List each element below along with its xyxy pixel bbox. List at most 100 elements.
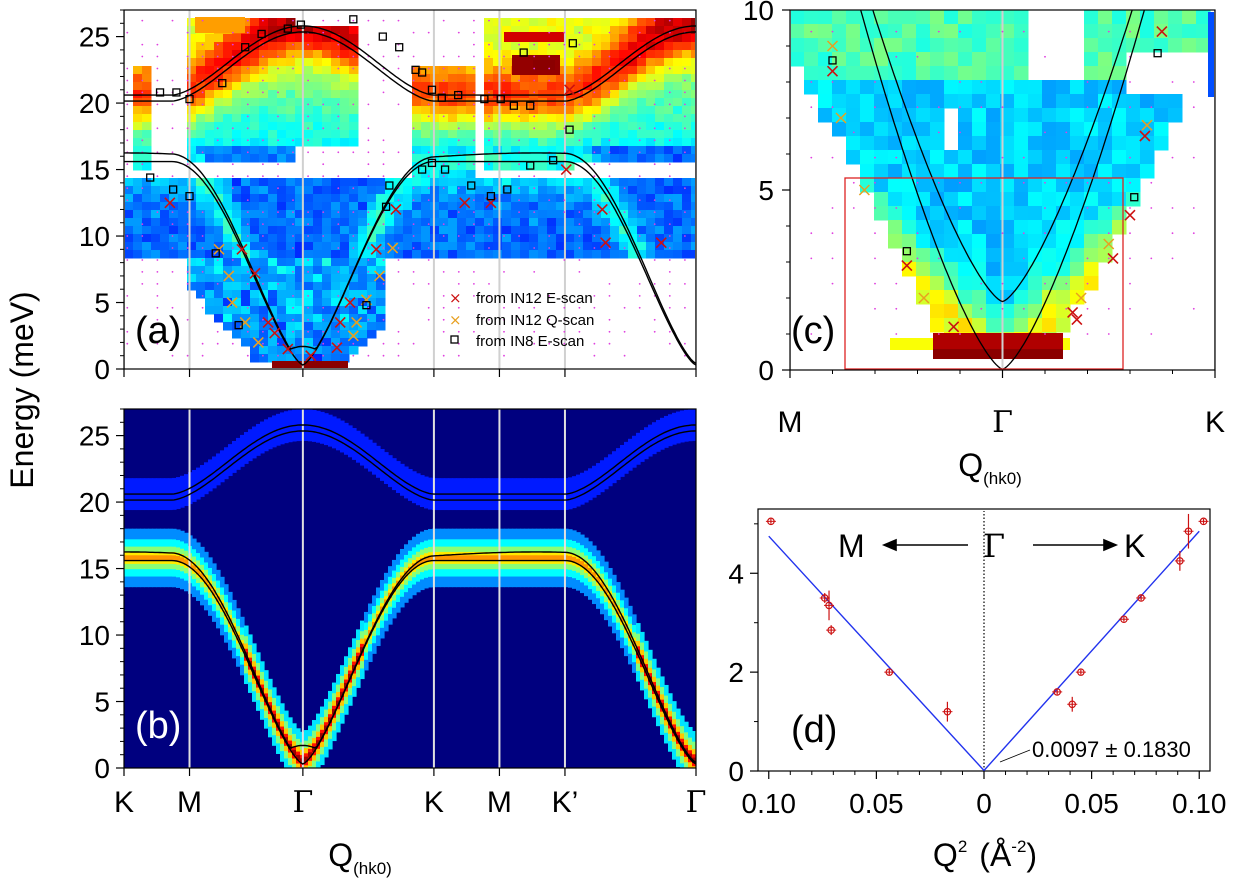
- map-cell: [340, 42, 350, 51]
- map-cell: [592, 146, 602, 155]
- grid-dot: [653, 283, 656, 285]
- map-cell: [673, 98, 683, 107]
- map-cell: [169, 234, 179, 243]
- map-cell: [916, 108, 931, 123]
- map-cell: [304, 250, 314, 259]
- panel-b-ytick-label: 5: [94, 687, 110, 718]
- map-cell: [349, 66, 359, 75]
- map-cell: [367, 194, 377, 203]
- map-cell: [691, 146, 696, 155]
- map-cell: [888, 150, 903, 165]
- map-cell: [475, 242, 485, 251]
- map-cell: [160, 218, 170, 227]
- map-cell: [637, 138, 647, 147]
- map-cell: [385, 250, 395, 259]
- map-cell: [655, 202, 665, 211]
- map-cell: [412, 114, 422, 123]
- map-cell: [313, 138, 323, 147]
- map-cell: [250, 34, 260, 43]
- map-cell: [259, 306, 269, 315]
- map-cell: [860, 80, 875, 95]
- map-cell: [133, 194, 143, 203]
- map-cell: [958, 80, 973, 95]
- grid-dot: [959, 333, 961, 335]
- map-cell: [601, 42, 611, 51]
- grid-dot: [548, 199, 551, 202]
- map-cell: [313, 274, 323, 283]
- map-cell: [313, 82, 323, 91]
- map-cell: [930, 24, 945, 39]
- panel-c-label: (c): [791, 310, 835, 352]
- map-cell: [259, 234, 269, 243]
- map-cell: [1000, 220, 1015, 235]
- map-cell: [619, 234, 629, 243]
- map-cell: [313, 66, 323, 75]
- grid-dot: [382, 79, 385, 82]
- map-cell: [583, 122, 593, 131]
- map-cell: [295, 34, 305, 43]
- grid-dot: [578, 79, 581, 82]
- map-cell: [259, 130, 269, 139]
- map-cell: [520, 218, 530, 227]
- grid-dot: [141, 259, 144, 261]
- map-cell: [160, 186, 170, 195]
- map-cell: [493, 194, 503, 203]
- point-in12-q-scan: [835, 112, 847, 124]
- map-cell: [340, 106, 350, 115]
- map-cell: [214, 34, 224, 43]
- grid-dot: [171, 175, 174, 178]
- grid-dot: [216, 175, 219, 178]
- map-cell: [1098, 122, 1113, 137]
- grid-dot: [382, 342, 385, 345]
- map-cell: [340, 330, 350, 339]
- map-cell: [493, 42, 503, 51]
- dispersion-curve-low: [124, 551, 696, 763]
- map-cell: [241, 274, 251, 283]
- map-cell: [412, 154, 422, 163]
- grid-dot: [895, 156, 898, 159]
- map-cell: [484, 106, 494, 115]
- map-cell: [664, 66, 674, 75]
- map-cell: [502, 154, 512, 163]
- map-cell: [331, 90, 341, 99]
- map-cell: [610, 154, 620, 163]
- map-cell: [916, 220, 931, 235]
- map-cell: [349, 218, 359, 227]
- grid-dot: [518, 139, 520, 142]
- grid-dot: [427, 31, 430, 34]
- panel-a-ytick-label: 25: [79, 22, 110, 53]
- spectral-band-cell: [452, 555, 457, 561]
- hot-spot-elastic: [272, 361, 348, 368]
- map-cell: [1028, 164, 1043, 179]
- map-cell: [286, 274, 296, 283]
- map-cell: [214, 314, 224, 323]
- grid-dot: [292, 211, 294, 214]
- grid-dot: [126, 67, 129, 70]
- map-cell: [259, 226, 269, 235]
- grid-dot: [1129, 207, 1131, 209]
- map-cell: [592, 50, 602, 59]
- map-cell: [214, 146, 224, 155]
- map-cell: [268, 90, 278, 99]
- map-cell: [1112, 164, 1127, 179]
- map-cell: [286, 18, 296, 27]
- map-cell: [304, 194, 314, 203]
- grid-dot: [231, 175, 234, 178]
- grid-dot: [201, 151, 204, 154]
- map-cell: [930, 10, 945, 25]
- grid-dot: [653, 330, 656, 333]
- map-cell: [846, 150, 861, 165]
- map-cell: [646, 106, 656, 115]
- map-cell: [466, 66, 476, 75]
- spectral-band-cell: [296, 754, 301, 761]
- map-cell: [1070, 262, 1085, 277]
- map-cell: [367, 322, 377, 331]
- grid-dot: [1044, 55, 1046, 58]
- map-cell: [286, 34, 296, 43]
- grid-dot: [503, 306, 505, 309]
- map-cell: [421, 178, 431, 187]
- grid-dot: [382, 55, 385, 58]
- map-cell: [972, 66, 987, 81]
- map-cell: [394, 194, 404, 203]
